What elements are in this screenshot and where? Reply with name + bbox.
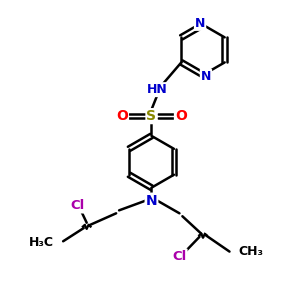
Text: N: N <box>201 70 211 83</box>
Text: S: S <box>146 109 157 123</box>
Text: H₃C: H₃C <box>29 236 54 249</box>
Text: Cl: Cl <box>71 200 85 212</box>
Text: O: O <box>116 109 128 123</box>
Text: N: N <box>146 194 157 208</box>
Text: Cl: Cl <box>172 250 187 262</box>
Text: CH₃: CH₃ <box>238 245 263 258</box>
Text: N: N <box>195 17 205 30</box>
Text: HN: HN <box>147 83 168 96</box>
Text: O: O <box>175 109 187 123</box>
